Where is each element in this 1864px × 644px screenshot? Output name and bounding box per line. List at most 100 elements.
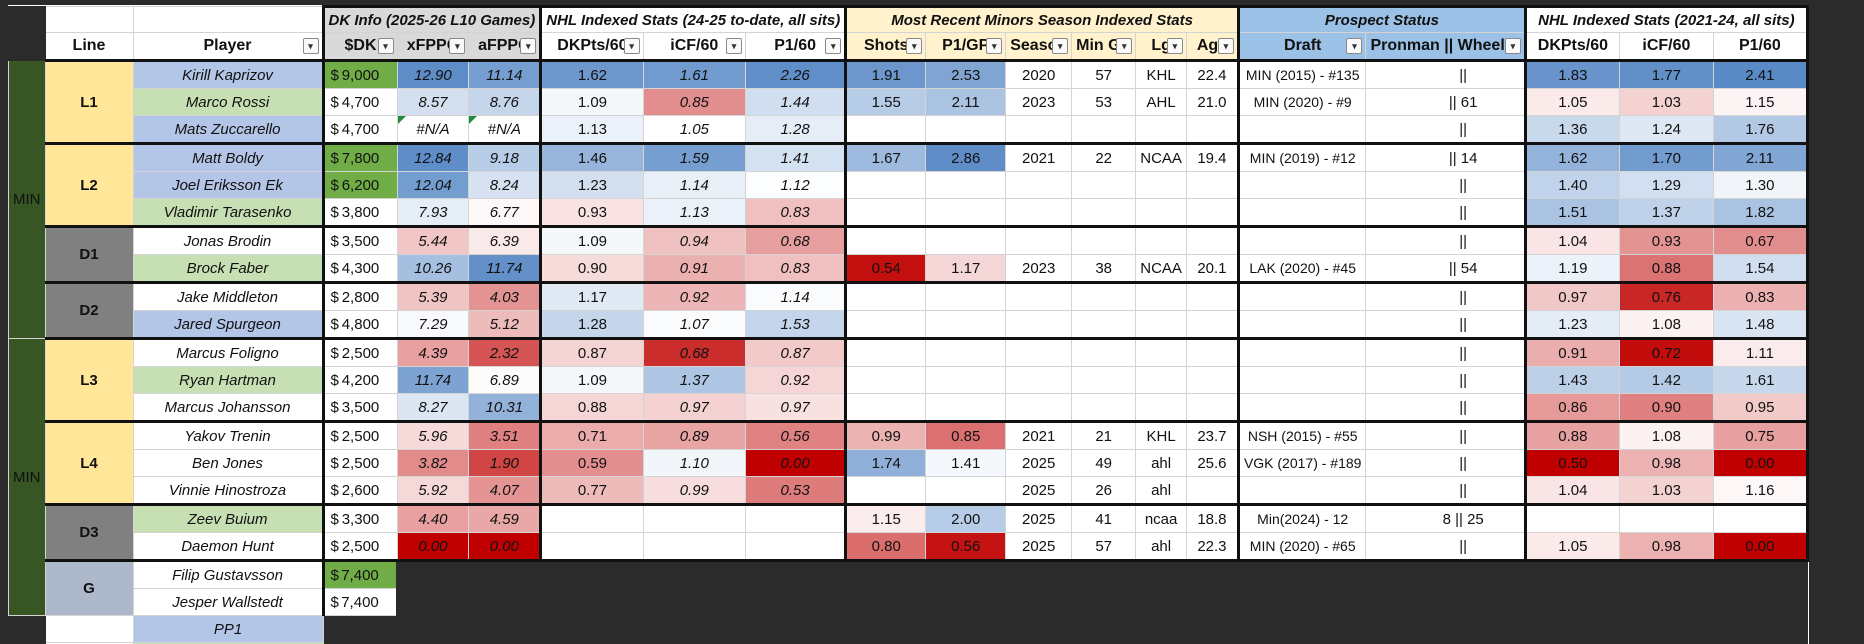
draft-info (1237, 310, 1367, 340)
table-row: D1 Jonas Brodin $3,500 5.44 6.39 1.09 0.94 0.68… (9, 225, 1809, 284)
minors-gp (1071, 337, 1137, 367)
minors-p1gp (925, 393, 1007, 423)
player-name[interactable]: Marcus Johansson (132, 393, 324, 423)
dk-salary: $2,500 (321, 449, 398, 477)
nhl2-stat-p2: 2.11 (1712, 142, 1809, 172)
filter-dropdown-icon[interactable]: ▾ (302, 38, 319, 54)
nhl-stat-d: 0.93 (540, 198, 644, 228)
table-row: L2 Matt Boldy $7,800 12.84 9.18 1.46 1.59 1.41 1… (9, 142, 1809, 228)
player-name[interactable]: Jesper Wallstedt (132, 588, 324, 616)
nhl-stat-p: 1.14 (744, 281, 847, 311)
col-header-label: Shots (863, 37, 909, 54)
minors-league (1135, 198, 1187, 228)
currency-symbol: $ (330, 566, 339, 584)
minors-age: 19.4 (1185, 142, 1240, 172)
nhl-stat-p: 0.53 (744, 476, 847, 506)
table-row: Vladimir Tarasenko $3,800 7.93 6.77 0.93 1.13… (9, 198, 1809, 228)
minors-age (1185, 171, 1240, 199)
salary-value: 3,300 (341, 510, 380, 528)
filter-dropdown-icon[interactable]: ▾ (725, 38, 742, 54)
salary-value: 4,700 (341, 93, 380, 111)
pronman-wheeler-rank: 8 || 25 (1365, 503, 1526, 533)
nhl-stat-p: 1.44 (744, 88, 847, 116)
dk-salary: $3,500 (321, 393, 398, 423)
player-name[interactable]: Jonas Brodin (132, 225, 324, 255)
filter-dropdown-icon[interactable]: ▾ (986, 38, 1003, 54)
nhl-stat-i: 0.91 (642, 254, 746, 284)
player-name[interactable]: Marco Rossi (132, 88, 324, 116)
filter-dropdown-icon[interactable]: ▾ (906, 38, 923, 54)
salary-value: 3,500 (341, 232, 380, 250)
nhl2-stat-p2 (1712, 503, 1809, 533)
filter-dropdown-icon[interactable]: ▾ (1116, 38, 1133, 54)
nhl2-stat-i2: 1.70 (1618, 142, 1714, 172)
player-name[interactable]: Kirill Kaprizov (132, 59, 324, 89)
filter-dropdown-icon[interactable]: ▾ (623, 38, 640, 54)
player-name[interactable]: Yakov Trenin (132, 420, 324, 450)
minors-shots (844, 198, 927, 228)
nhl2-stat-i2 (1618, 503, 1714, 533)
player-name[interactable]: Matt Boldy (132, 142, 324, 172)
minors-age (1185, 115, 1240, 145)
nhl2-stat-p2: 1.30 (1712, 171, 1809, 199)
minors-gp (1071, 281, 1137, 311)
filter-dropdown-icon[interactable]: ▾ (1346, 38, 1363, 54)
afppg-value: 4.07 (468, 476, 543, 506)
filter-dropdown-icon[interactable]: ▾ (1052, 38, 1069, 54)
filter-dropdown-icon[interactable]: ▾ (1504, 38, 1521, 54)
player-name[interactable]: Joel Eriksson Ek (132, 171, 324, 199)
pronman-wheeler-rank: || (1365, 366, 1526, 394)
player-name[interactable]: Zeev Buium (132, 503, 324, 533)
minors-p1gp (925, 225, 1007, 255)
pronman-wheeler-rank: || (1365, 225, 1526, 255)
col-header-label: $DK (344, 37, 377, 54)
nhl2-stat-p2: 1.16 (1712, 476, 1809, 506)
col-header-shots: Shots ▾ (844, 32, 927, 61)
nhl2-stat-i2: 0.98 (1618, 532, 1714, 562)
nhl-stat-i: 0.68 (642, 337, 746, 367)
xfppg-value: 4.39 (396, 337, 470, 367)
pronman-wheeler-rank: || (1365, 449, 1526, 477)
afppg-value: 8.76 (468, 88, 543, 116)
filter-dropdown-icon[interactable]: ▾ (449, 38, 466, 54)
salary-value: 4,300 (341, 259, 380, 277)
minors-age (1185, 310, 1240, 340)
player-name[interactable]: Filip Gustavsson (132, 559, 324, 589)
nhl-stat-i: 0.94 (642, 225, 746, 255)
col-header-line: Line (44, 32, 134, 61)
nhl2-stat-i2: 1.37 (1618, 198, 1714, 228)
minors-age (1185, 393, 1240, 423)
nhl-stat-i: 0.89 (642, 420, 746, 450)
filter-dropdown-icon[interactable]: ▾ (377, 38, 394, 54)
player-name[interactable]: Ryan Hartman (132, 366, 324, 394)
col-header-label: P1/60 (774, 37, 816, 54)
draft-info: VGK (2017) - #189 (1237, 449, 1367, 477)
filter-dropdown-icon[interactable]: ▾ (1217, 38, 1234, 54)
player-name[interactable]: Mats Zuccarello (132, 115, 324, 145)
salary-value: 2,500 (341, 454, 380, 472)
currency-symbol: $ (330, 454, 339, 472)
player-name[interactable]: Vinnie Hinostroza (132, 476, 324, 506)
player-name[interactable]: Daemon Hunt (132, 532, 324, 562)
player-name[interactable]: Jake Middleton (132, 281, 324, 311)
player-name[interactable]: Marcus Foligno (132, 337, 324, 367)
player-name[interactable]: Ben Jones (132, 449, 324, 477)
filter-dropdown-icon[interactable]: ▾ (520, 38, 537, 54)
player-name[interactable]: Brock Faber (132, 254, 324, 284)
minors-p1gp: 0.85 (925, 420, 1007, 450)
corner-cell (8, 6, 46, 33)
dk-salary: $4,700 (321, 88, 398, 116)
group-header-minors: Most Recent Minors Season Indexed Stats (844, 5, 1240, 33)
nhl2-stat-d2: 1.36 (1523, 115, 1620, 145)
minors-p1gp: 1.17 (925, 254, 1007, 284)
minors-league (1135, 366, 1187, 394)
minors-season (1005, 337, 1073, 367)
pronman-wheeler-rank: || (1365, 532, 1526, 562)
filter-dropdown-icon[interactable]: ▾ (1166, 38, 1183, 54)
player-name[interactable]: Vladimir Tarasenko (132, 198, 324, 228)
player-name[interactable]: Jared Spurgeon (132, 310, 324, 340)
filter-dropdown-icon[interactable]: ▾ (825, 38, 842, 54)
line-label: D3 (44, 503, 134, 562)
afppg-value: 11.14 (468, 59, 543, 89)
xfppg-value: 7.93 (396, 198, 470, 228)
